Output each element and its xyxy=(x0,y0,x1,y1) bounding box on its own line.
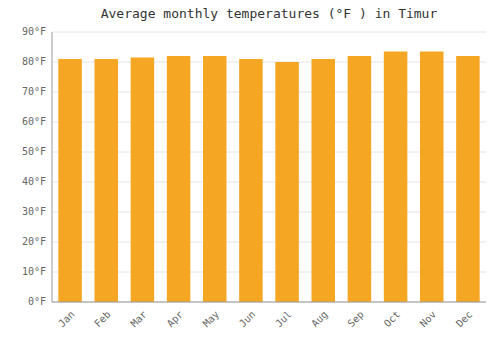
y-tick-label: 90°F xyxy=(22,26,46,37)
grid-line xyxy=(52,302,486,303)
y-tick-label: 10°F xyxy=(22,266,46,277)
x-tick-label: Apr xyxy=(165,309,186,330)
x-tick-label: Nov xyxy=(418,309,439,330)
y-tick-label: 30°F xyxy=(22,206,46,217)
bar xyxy=(94,59,118,302)
x-tick-label: Mar xyxy=(128,309,149,330)
bar xyxy=(456,56,480,302)
y-tick-label: 60°F xyxy=(22,116,46,127)
bar xyxy=(420,52,444,303)
chart-svg: 0°F 10°F 20°F 30°F 40°F 50°F 60°F 70°F 80°F 90°F J… xyxy=(0,0,500,350)
bar xyxy=(203,56,227,302)
y-tick-label: 20°F xyxy=(22,236,46,247)
bars xyxy=(58,52,479,303)
title: Average monthly temperatures (°F ) in Ti… xyxy=(101,6,438,21)
x-tick-label: May xyxy=(201,309,222,330)
x-tick-label: Jun xyxy=(237,309,258,330)
bar xyxy=(311,59,335,302)
x-axis: Jan Feb Mar Apr May Jun Jul Aug Sep Oct Nov Dec xyxy=(56,309,474,330)
bar xyxy=(384,52,408,303)
bar xyxy=(239,59,263,302)
bar xyxy=(131,58,155,303)
y-tick-label: 0°F xyxy=(28,296,46,307)
y-tick-label: 40°F xyxy=(22,176,46,187)
x-tick-label: Aug xyxy=(309,309,330,330)
x-tick-label: Dec xyxy=(454,309,475,330)
bar xyxy=(167,56,191,302)
x-axis-line xyxy=(52,302,486,303)
x-tick-label: Jul xyxy=(273,309,294,330)
y-axis: 0°F 10°F 20°F 30°F 40°F 50°F 60°F 70°F 80°F 90°F xyxy=(22,26,46,307)
y-tick-label: 80°F xyxy=(22,56,46,67)
bar xyxy=(348,56,372,302)
y-tick-label: 70°F xyxy=(22,86,46,97)
x-tick-label: Feb xyxy=(92,309,113,330)
y-axis-line xyxy=(52,32,53,302)
y-tick-label: 50°F xyxy=(22,146,46,157)
grid-line xyxy=(52,32,486,33)
x-tick-label: Oct xyxy=(382,309,403,330)
x-tick-label: Sep xyxy=(345,309,366,330)
bar xyxy=(58,59,82,302)
x-tick-label: Jan xyxy=(56,309,77,330)
chart-container: 0°F 10°F 20°F 30°F 40°F 50°F 60°F 70°F 80°F 90°F J… xyxy=(0,0,500,350)
grid xyxy=(52,32,486,302)
bar xyxy=(275,62,299,302)
